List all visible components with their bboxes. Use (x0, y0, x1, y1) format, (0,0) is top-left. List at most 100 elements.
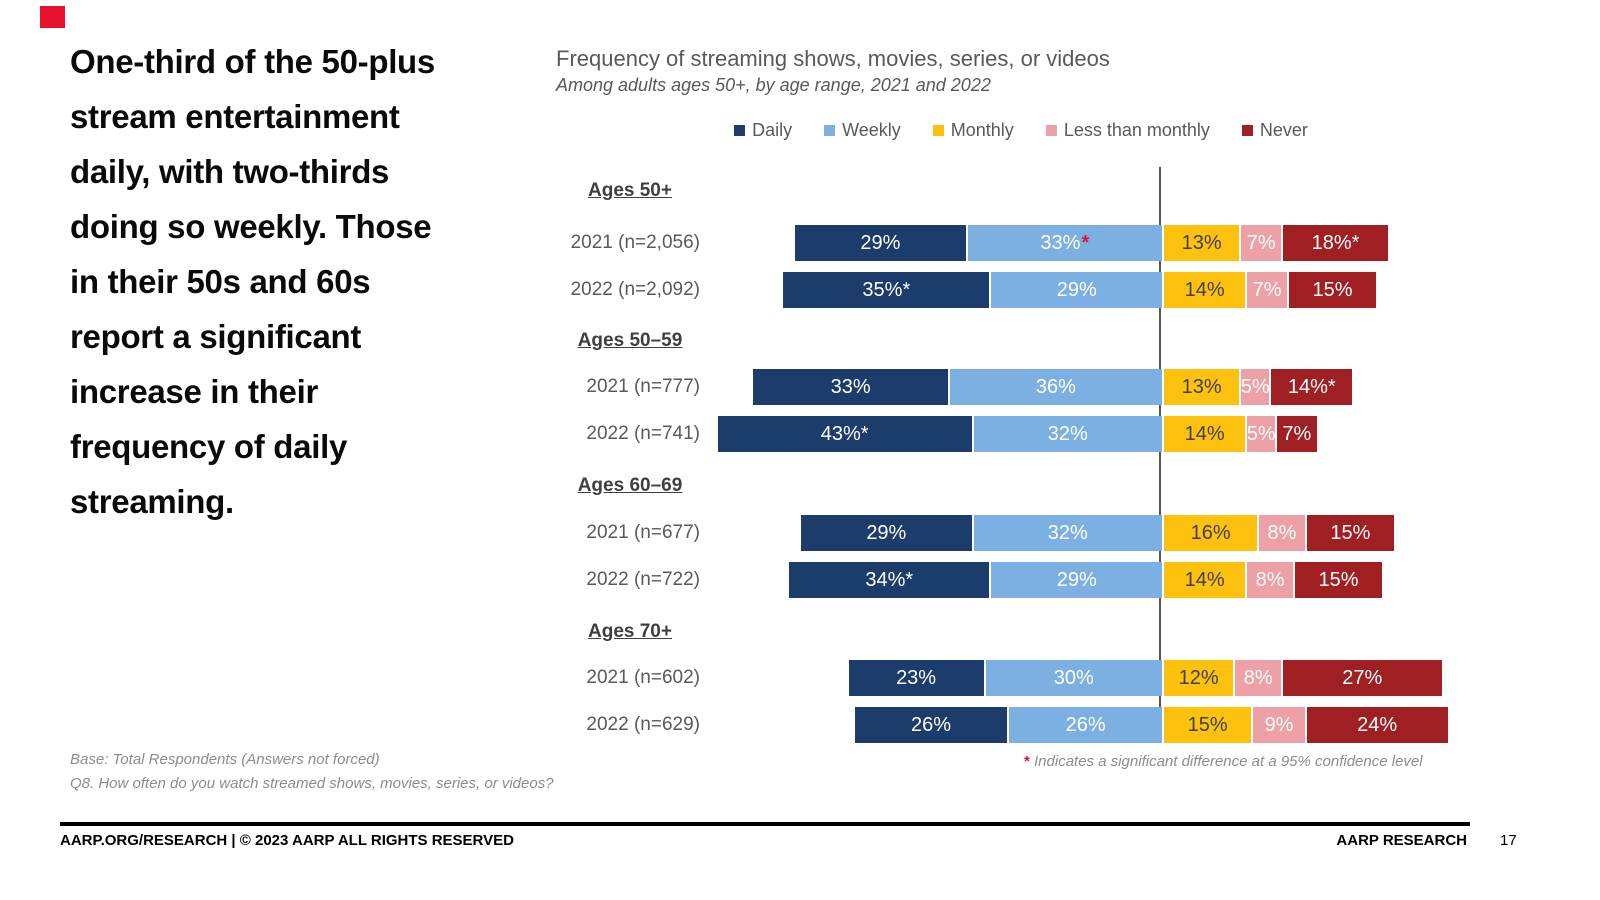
chart-legend: Daily Weekly Monthly Less than monthly Never (556, 120, 1486, 141)
footer-divider (60, 822, 1470, 826)
bar-segment-never: 15% (1294, 562, 1383, 598)
bar-row-left: 33% 36% (753, 369, 1162, 405)
legend-swatch-icon (932, 125, 944, 136)
bar-segment-value: 27% (1342, 666, 1383, 689)
bar-segment-value: 14% (1184, 568, 1225, 591)
bar-segment-value: 24% (1357, 713, 1398, 736)
legend-swatch-icon (1241, 125, 1253, 136)
bar-segment-less-than-monthly: 8% (1259, 515, 1305, 551)
bar-segment-value: 16% (1190, 521, 1231, 544)
bar-segment-value: 23% (896, 666, 937, 689)
bar-segment-value: 43%* (820, 422, 869, 445)
bar-segment-never: 24% (1306, 707, 1448, 743)
bar-segment-monthly: 14% (1164, 272, 1246, 308)
bar-segment-value: 32% (1047, 422, 1088, 445)
row-label: 2021 (n=602) (586, 667, 700, 688)
bar-segment-monthly: 13% (1164, 225, 1240, 261)
group-header: Ages 70+ (588, 621, 672, 642)
bar-segment-daily: 33% (753, 369, 948, 405)
bar-segment-value: 7% (1282, 422, 1312, 445)
row-label: 2021 (n=777) (586, 376, 700, 397)
bar-segment-never: 15% (1306, 515, 1395, 551)
group-header: Ages 50–59 (577, 330, 683, 351)
bar-segment-weekly: 29% (991, 562, 1162, 598)
note-question: Q8. How often do you watch streamed show… (70, 775, 554, 792)
legend-item: Never (1241, 120, 1308, 141)
bar-segment-monthly: 14% (1164, 416, 1246, 452)
row-label: 2021 (n=677) (586, 522, 700, 543)
bar-segment-weekly: 32% (973, 515, 1162, 551)
bar-segment-value: 15% (1318, 568, 1359, 591)
bar-segment-daily: 29% (795, 225, 966, 261)
bar-segment-value: 7% (1252, 278, 1282, 301)
bar-row-left: 29% 32% (801, 515, 1162, 551)
bar-segment-less-than-monthly: 8% (1235, 660, 1281, 696)
bar-segment-value: 26% (1065, 713, 1106, 736)
bar-segment-value: 29% (1056, 568, 1097, 591)
bar-segment-less-than-monthly: 5% (1241, 369, 1270, 405)
bar-segment-value: 14% (1184, 278, 1225, 301)
bar-segment-value: 33% (830, 375, 871, 398)
bar-segment-value: 32% (1047, 521, 1088, 544)
legend-swatch-icon (1045, 125, 1057, 136)
legend-swatch-icon (824, 125, 836, 136)
bar-segment-value: 14%* (1287, 375, 1336, 398)
bar-row-right: 13% 5% 14%* (1164, 369, 1353, 405)
bar-segment-daily: 35%* (783, 272, 990, 308)
red-accent-mark (40, 6, 65, 28)
bar-segment-never: 18%* (1282, 225, 1389, 261)
bar-segment-never: 27% (1282, 660, 1442, 696)
bar-segment-value: 5% (1246, 422, 1276, 445)
bar-segment-value: 34%* (865, 568, 914, 591)
bar-segment-value: 29% (860, 231, 901, 254)
bar-segment-value: 15% (1330, 521, 1371, 544)
legend-label: Less than monthly (1063, 120, 1210, 140)
note-significance: * Indicates a significant difference at … (1024, 753, 1423, 770)
bar-segment-monthly: 15% (1164, 707, 1252, 743)
bar-segment-value: 29% (1056, 278, 1097, 301)
bar-segment-weekly: 33% * (967, 225, 1162, 261)
legend-label: Weekly (842, 120, 901, 140)
group-header: Ages 50+ (588, 180, 672, 201)
stacked-bar-chart: Ages 50+ 2021 (n=2,056) 29% 33% * 13% 7% 18%* 20… (570, 167, 1448, 743)
bar-row-right: 14% 5% 7% (1164, 416, 1317, 452)
significance-asterisk: * (1024, 753, 1030, 770)
footer-page-number: 17 (1500, 832, 1517, 849)
row-label: 2022 (n=741) (586, 423, 700, 444)
bar-segment-value: 35%* (862, 278, 911, 301)
bar-segment-value: 9% (1264, 713, 1294, 736)
bar-segment-value: 13% (1181, 375, 1222, 398)
bar-segment-daily: 23% (848, 660, 984, 696)
legend-label: Daily (752, 120, 793, 140)
bar-row-right: 15% 9% 24% (1164, 707, 1448, 743)
bar-row-left: 29% 33% * (795, 225, 1162, 261)
significance-text: Indicates a significant difference at a … (1029, 753, 1423, 770)
bar-segment-daily: 29% (801, 515, 972, 551)
bar-segment-weekly: 30% (985, 660, 1162, 696)
bar-row-right: 14% 8% 15% (1164, 562, 1383, 598)
row-label: 2021 (n=2,056) (570, 232, 700, 253)
bar-segment-value: 30% (1053, 666, 1094, 689)
bar-segment-value: 8% (1267, 521, 1297, 544)
legend-item: Less than monthly (1045, 120, 1210, 141)
bar-segment-value: 8% (1255, 568, 1285, 591)
bar-segment-weekly: 36% (949, 369, 1162, 405)
row-label: 2022 (n=629) (586, 714, 700, 735)
bar-segment-weekly: 26% (1009, 707, 1162, 743)
bar-row-left: 34%* 29% (789, 562, 1162, 598)
bar-segment-weekly: 32% (973, 416, 1162, 452)
bar-row-left: 43%* 32% (717, 416, 1162, 452)
bar-segment-less-than-monthly: 9% (1253, 707, 1305, 743)
significance-asterisk: * (1081, 231, 1090, 254)
headline-text: One-third of the 50-plus stream entertai… (70, 43, 435, 520)
bar-segment-value: 15% (1312, 278, 1353, 301)
bar-segment-never: 7% (1277, 416, 1317, 452)
legend-swatch-icon (734, 125, 746, 136)
bar-segment-value: 15% (1187, 713, 1228, 736)
chart-title: Frequency of streaming shows, movies, se… (556, 46, 1110, 71)
bar-segment-value: 33% (1040, 231, 1081, 254)
bar-segment-daily: 43%* (717, 416, 972, 452)
bar-segment-value: 29% (866, 521, 907, 544)
bar-segment-monthly: 13% (1164, 369, 1240, 405)
